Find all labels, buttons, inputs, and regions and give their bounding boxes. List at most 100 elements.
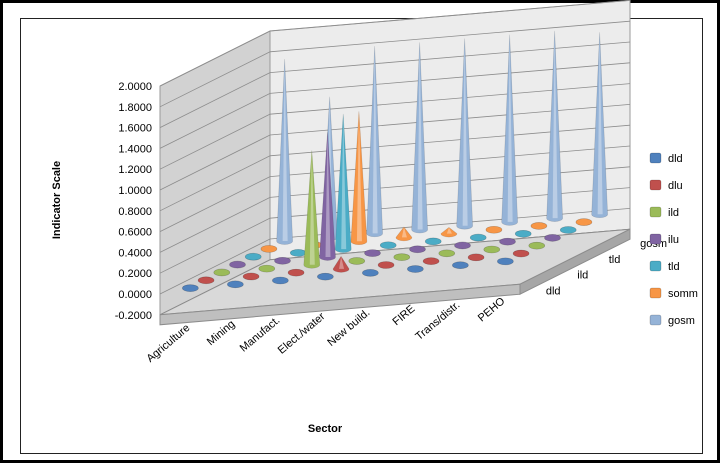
cone-base bbox=[438, 249, 456, 258]
cone-ilu-4 bbox=[409, 245, 426, 254]
cone-highlight bbox=[446, 227, 452, 234]
cone-base bbox=[454, 241, 471, 250]
cone-somm-4 bbox=[440, 226, 458, 238]
cone-highlight bbox=[462, 38, 468, 226]
legend-item-ilu: ilu bbox=[649, 233, 679, 246]
legend-label: somm bbox=[668, 288, 698, 300]
cone-base bbox=[244, 252, 262, 261]
cone-highlight bbox=[309, 150, 315, 265]
cone-ilu-3 bbox=[364, 249, 381, 257]
x-tick-label: Trans/distr. bbox=[413, 299, 462, 343]
cone-base bbox=[287, 268, 305, 277]
legend-swatch bbox=[649, 260, 662, 272]
gridline bbox=[159, 0, 631, 87]
cone-somm-5 bbox=[485, 225, 503, 234]
cone-tld-5 bbox=[469, 233, 487, 242]
cone-ild-0 bbox=[213, 268, 231, 277]
cone-ild-5 bbox=[438, 249, 456, 258]
legend-label: ild bbox=[668, 207, 679, 219]
cone-ilu-6 bbox=[499, 237, 516, 246]
cone-dlu-7 bbox=[512, 249, 530, 258]
cone-dlu-2 bbox=[287, 268, 305, 277]
cone-ild-3 bbox=[348, 257, 366, 265]
chart-floor bbox=[159, 228, 631, 326]
cone-dlu-1 bbox=[242, 272, 260, 281]
cone-somm-6 bbox=[530, 222, 548, 230]
y-tick-label: 0.8000 bbox=[118, 206, 152, 218]
legend-swatch bbox=[649, 152, 662, 164]
cone-dlu-6 bbox=[467, 253, 485, 262]
cone-base bbox=[377, 261, 395, 269]
cone-base bbox=[530, 222, 548, 230]
y-tick-label: 0.2000 bbox=[118, 268, 152, 280]
legend-item-gosm: gosm bbox=[649, 314, 695, 327]
legend-item-ild: ild bbox=[649, 206, 679, 219]
cone-base bbox=[575, 218, 593, 226]
cone-base bbox=[393, 253, 411, 261]
cone-highlight bbox=[339, 256, 345, 269]
y-tick-label: 1.8000 bbox=[118, 102, 152, 114]
cone-base bbox=[362, 269, 379, 277]
cone-ilu-2 bbox=[319, 132, 336, 261]
cone-body bbox=[332, 255, 350, 273]
cone-dlu-3 bbox=[332, 255, 350, 273]
legend-item-dld: dld bbox=[649, 152, 683, 165]
y-tick-label: 0.4000 bbox=[118, 247, 152, 259]
cone-base bbox=[317, 272, 334, 281]
cone-dld-5 bbox=[407, 265, 424, 273]
cone-highlight bbox=[356, 111, 362, 242]
depth-tick-label: dld bbox=[546, 285, 561, 297]
x-tick-label: Elect./water bbox=[276, 310, 328, 356]
cone-dlu-0 bbox=[197, 276, 215, 285]
cone-highlight bbox=[417, 42, 423, 230]
cone-body bbox=[546, 30, 563, 222]
legend-item-tld: tld bbox=[649, 260, 680, 273]
cone-base bbox=[512, 249, 530, 258]
cone-base bbox=[467, 253, 485, 262]
cone-body bbox=[366, 46, 383, 238]
depth-tick-label: ild bbox=[577, 270, 588, 282]
y-tick-label: -0.2000 bbox=[115, 310, 152, 322]
cone-dlu-4 bbox=[377, 261, 395, 269]
cone-base bbox=[260, 245, 278, 253]
cone-somm-2 bbox=[350, 111, 368, 245]
cone-base bbox=[409, 245, 426, 254]
cone-highlight bbox=[507, 34, 513, 222]
cone-base bbox=[227, 280, 244, 289]
cone-base bbox=[289, 249, 307, 257]
cone-dlu-5 bbox=[422, 257, 440, 265]
cone-base bbox=[483, 245, 501, 254]
gridline bbox=[159, 20, 631, 108]
cone-body bbox=[395, 226, 413, 242]
cone-highlight bbox=[597, 32, 603, 215]
cone-base bbox=[258, 264, 276, 273]
legend-item-somm: somm bbox=[649, 287, 698, 300]
cone-ilu-1 bbox=[274, 256, 291, 265]
cone-gosm-4 bbox=[456, 38, 473, 230]
cone-base bbox=[379, 241, 397, 250]
y-tick-label: 0.0000 bbox=[118, 289, 152, 301]
cone-base bbox=[497, 257, 514, 266]
legend-item-dlu: dlu bbox=[649, 179, 683, 192]
cone-tld-2 bbox=[334, 113, 352, 253]
cone-gosm-7 bbox=[591, 32, 608, 219]
cone-body bbox=[334, 113, 352, 253]
cone-dld-7 bbox=[497, 257, 514, 266]
cone-base bbox=[424, 237, 442, 246]
y-axis-title: Indicator Scale bbox=[51, 161, 63, 239]
y-tick-label: 1.6000 bbox=[118, 123, 152, 135]
cone-somm-7 bbox=[575, 218, 593, 226]
cone-gosm-2 bbox=[366, 46, 383, 238]
floor-side-face bbox=[519, 228, 631, 296]
cone-somm-0 bbox=[260, 245, 278, 253]
legend-label: tld bbox=[668, 261, 680, 273]
cone-gosm-6 bbox=[546, 30, 563, 222]
cone-ild-2 bbox=[303, 150, 321, 269]
cone-ild-4 bbox=[393, 253, 411, 261]
legend-label: ilu bbox=[668, 234, 679, 246]
cone-base bbox=[528, 241, 546, 250]
cone-highlight bbox=[341, 113, 347, 250]
cone-highlight bbox=[552, 30, 558, 219]
cone-base bbox=[469, 233, 487, 242]
